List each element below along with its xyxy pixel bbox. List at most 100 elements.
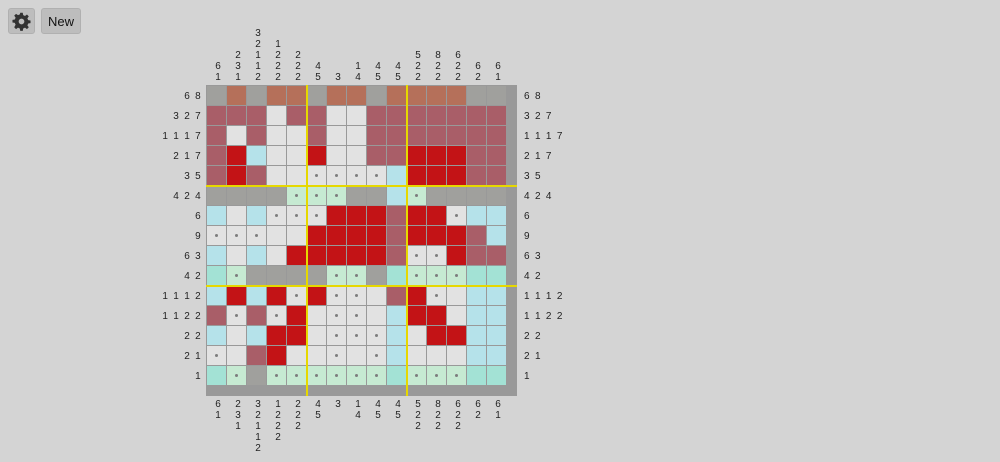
crossed-cell[interactable] xyxy=(207,86,226,105)
marked-cell[interactable] xyxy=(327,286,346,305)
empty-cell[interactable] xyxy=(347,346,366,365)
crossed-cell[interactable] xyxy=(227,86,246,105)
crossed-cell[interactable] xyxy=(487,146,506,165)
filled-cell[interactable] xyxy=(307,146,326,165)
crossed-cell[interactable] xyxy=(467,146,486,165)
crossed-cell[interactable] xyxy=(367,186,386,205)
cleared-cell[interactable] xyxy=(327,186,346,205)
crossed-cell[interactable] xyxy=(287,106,306,125)
crossed-cell[interactable] xyxy=(247,106,266,125)
cleared-cell[interactable] xyxy=(387,306,406,325)
crossed-cell[interactable] xyxy=(247,86,266,105)
filled-cell[interactable] xyxy=(227,286,246,305)
crossed-cell[interactable] xyxy=(447,186,466,205)
crossed-cell[interactable] xyxy=(267,86,286,105)
filled-cell[interactable] xyxy=(307,226,326,245)
marked-cell[interactable] xyxy=(327,306,346,325)
cleared-cell[interactable] xyxy=(347,366,366,385)
empty-cell[interactable] xyxy=(267,226,286,245)
marked-cell[interactable] xyxy=(347,326,366,345)
empty-cell[interactable] xyxy=(407,346,426,365)
marked-cell[interactable] xyxy=(347,306,366,325)
cleared-cell[interactable] xyxy=(387,326,406,345)
cleared-cell[interactable] xyxy=(247,246,266,265)
cleared-cell[interactable] xyxy=(287,366,306,385)
crossed-cell[interactable] xyxy=(247,186,266,205)
cleared-cell[interactable] xyxy=(487,326,506,345)
crossed-cell[interactable] xyxy=(467,246,486,265)
marked-cell[interactable] xyxy=(207,226,226,245)
crossed-cell[interactable] xyxy=(467,226,486,245)
marked-cell[interactable] xyxy=(227,306,246,325)
new-button[interactable]: New xyxy=(41,8,82,34)
empty-cell[interactable] xyxy=(347,126,366,145)
empty-cell[interactable] xyxy=(327,146,346,165)
filled-cell[interactable] xyxy=(427,146,446,165)
crossed-cell[interactable] xyxy=(467,86,486,105)
filled-cell[interactable] xyxy=(347,206,366,225)
cleared-cell[interactable] xyxy=(427,266,446,285)
cleared-cell[interactable] xyxy=(487,306,506,325)
filled-cell[interactable] xyxy=(327,226,346,245)
filled-cell[interactable] xyxy=(227,146,246,165)
crossed-cell[interactable] xyxy=(487,186,506,205)
marked-cell[interactable] xyxy=(227,226,246,245)
crossed-cell[interactable] xyxy=(407,106,426,125)
crossed-cell[interactable] xyxy=(387,126,406,145)
filled-cell[interactable] xyxy=(327,206,346,225)
filled-cell[interactable] xyxy=(367,246,386,265)
crossed-cell[interactable] xyxy=(367,86,386,105)
cleared-cell[interactable] xyxy=(327,366,346,385)
marked-cell[interactable] xyxy=(267,206,286,225)
crossed-cell[interactable] xyxy=(487,106,506,125)
crossed-cell[interactable] xyxy=(487,126,506,145)
empty-cell[interactable] xyxy=(227,346,246,365)
empty-cell[interactable] xyxy=(347,146,366,165)
filled-cell[interactable] xyxy=(267,326,286,345)
crossed-cell[interactable] xyxy=(487,86,506,105)
marked-cell[interactable] xyxy=(347,166,366,185)
cleared-cell[interactable] xyxy=(207,206,226,225)
cleared-cell[interactable] xyxy=(427,366,446,385)
crossed-cell[interactable] xyxy=(247,166,266,185)
crossed-cell[interactable] xyxy=(447,86,466,105)
cleared-cell[interactable] xyxy=(467,306,486,325)
filled-cell[interactable] xyxy=(447,226,466,245)
empty-cell[interactable] xyxy=(307,346,326,365)
cleared-cell[interactable] xyxy=(467,326,486,345)
filled-cell[interactable] xyxy=(407,206,426,225)
crossed-cell[interactable] xyxy=(447,106,466,125)
filled-cell[interactable] xyxy=(407,226,426,245)
crossed-cell[interactable] xyxy=(307,106,326,125)
marked-cell[interactable] xyxy=(367,166,386,185)
crossed-cell[interactable] xyxy=(227,186,246,205)
empty-cell[interactable] xyxy=(267,146,286,165)
marked-cell[interactable] xyxy=(287,286,306,305)
empty-cell[interactable] xyxy=(227,326,246,345)
cleared-cell[interactable] xyxy=(307,366,326,385)
empty-cell[interactable] xyxy=(267,246,286,265)
filled-cell[interactable] xyxy=(347,246,366,265)
cleared-cell[interactable] xyxy=(407,266,426,285)
crossed-cell[interactable] xyxy=(447,126,466,145)
empty-cell[interactable] xyxy=(227,206,246,225)
cleared-cell[interactable] xyxy=(247,286,266,305)
crossed-cell[interactable] xyxy=(207,146,226,165)
settings-button[interactable] xyxy=(8,8,35,34)
filled-cell[interactable] xyxy=(347,226,366,245)
filled-cell[interactable] xyxy=(267,346,286,365)
crossed-cell[interactable] xyxy=(367,106,386,125)
crossed-cell[interactable] xyxy=(247,366,266,385)
empty-cell[interactable] xyxy=(307,326,326,345)
cleared-cell[interactable] xyxy=(327,266,346,285)
empty-cell[interactable] xyxy=(407,326,426,345)
crossed-cell[interactable] xyxy=(247,126,266,145)
empty-cell[interactable] xyxy=(367,286,386,305)
filled-cell[interactable] xyxy=(427,306,446,325)
cleared-cell[interactable] xyxy=(407,186,426,205)
marked-cell[interactable] xyxy=(347,286,366,305)
crossed-cell[interactable] xyxy=(427,186,446,205)
crossed-cell[interactable] xyxy=(307,86,326,105)
filled-cell[interactable] xyxy=(407,306,426,325)
crossed-cell[interactable] xyxy=(467,186,486,205)
